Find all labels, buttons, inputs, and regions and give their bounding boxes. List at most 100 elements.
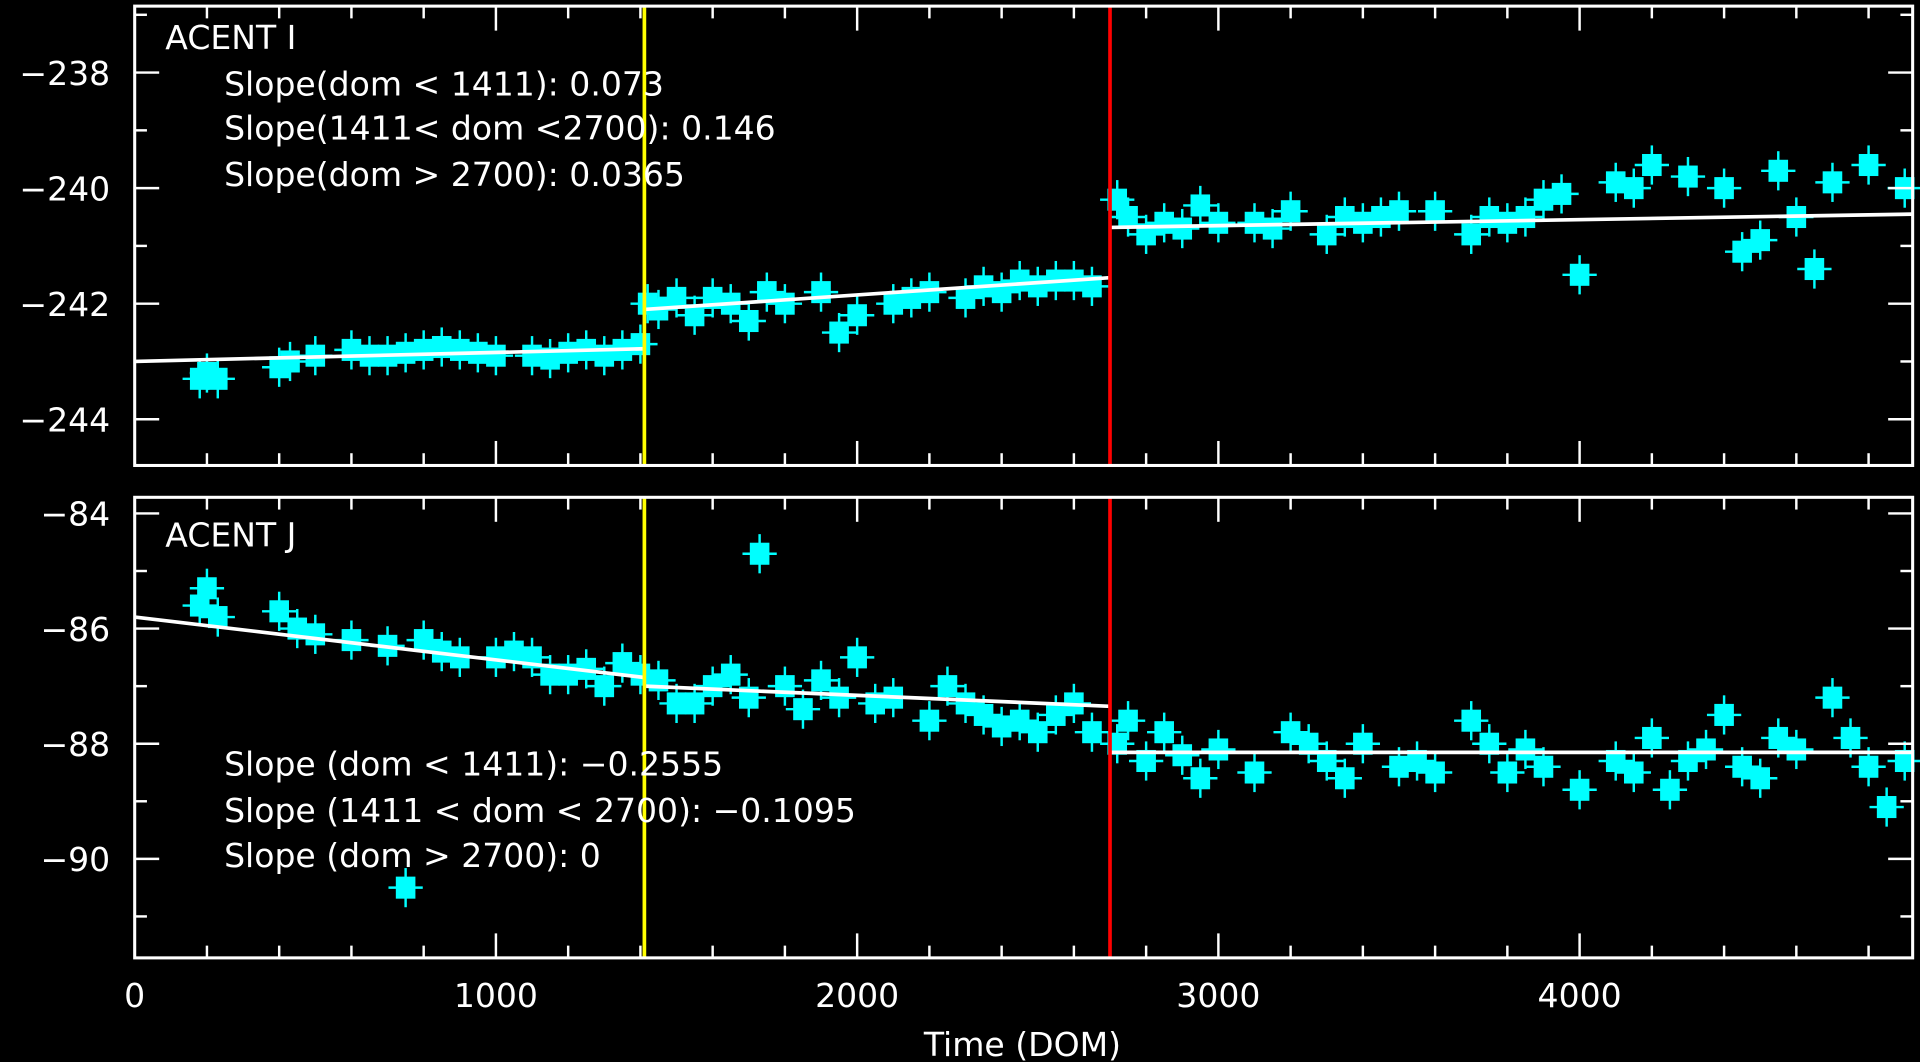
- data-point: [388, 868, 423, 908]
- data-point: [1128, 741, 1164, 781]
- data-point: [1273, 712, 1308, 752]
- data-point: [1706, 168, 1742, 208]
- data-point: [1110, 197, 1146, 237]
- data-point: [677, 683, 712, 724]
- data-point: [695, 666, 730, 706]
- data-point: [1165, 208, 1200, 249]
- data-point: [532, 655, 568, 695]
- data-point: [200, 597, 235, 637]
- plot-frame: [133, 4, 1915, 467]
- data-point: [803, 272, 839, 312]
- data-point: [1020, 712, 1055, 752]
- fit-line: [644, 275, 1111, 312]
- data-point: [1100, 724, 1135, 764]
- data-point: [659, 683, 694, 724]
- data-point: [1616, 752, 1651, 793]
- data-point: [948, 278, 983, 318]
- y-tick-label: −238: [19, 54, 110, 93]
- data-point: [1634, 145, 1669, 185]
- data-point: [1670, 156, 1706, 197]
- y-tick-label: −84: [40, 495, 110, 534]
- slope-annotation: Slope(1411< dom <2700): 0.146: [224, 109, 776, 148]
- data-point: [1381, 191, 1417, 231]
- y-tick-label: −86: [40, 610, 110, 649]
- slope-annotation: Slope (1411 < dom < 2700): −0.1095: [224, 791, 856, 830]
- data-point: [1562, 770, 1597, 810]
- data-point: [1183, 185, 1218, 226]
- data-point: [1309, 214, 1344, 254]
- fit-line: [134, 346, 645, 364]
- fit-line: [644, 684, 1111, 709]
- data-point: [1544, 174, 1579, 214]
- data-point: [731, 301, 766, 341]
- data-point: [1165, 735, 1200, 775]
- y-tick-label: −88: [40, 725, 110, 764]
- data-point: [1761, 718, 1796, 758]
- data-point: [1526, 747, 1561, 787]
- data-point: [803, 660, 839, 700]
- data-point: [1002, 701, 1037, 741]
- data-point: [1815, 678, 1850, 718]
- data-point: [1670, 741, 1706, 781]
- data-point: [1743, 220, 1778, 260]
- data-point: [821, 678, 857, 718]
- data-point: [742, 534, 777, 574]
- slope-annotation: Slope(dom > 2700): 0.0365: [224, 155, 685, 194]
- data-point: [1508, 729, 1543, 770]
- data-point: [1779, 729, 1814, 770]
- y-tick-label: −244: [19, 400, 110, 439]
- panel-title-acent-i: ACENT I: [165, 18, 296, 57]
- panel-title-acent-j: ACENT J: [165, 515, 296, 554]
- data-point: [1147, 712, 1182, 752]
- data-point: [262, 591, 297, 631]
- y-tick-label: −242: [19, 285, 110, 324]
- data-point: [1652, 770, 1688, 810]
- data-point: [785, 689, 821, 729]
- data-point: [1706, 695, 1742, 735]
- x-tick-label: 1000: [454, 976, 538, 1015]
- data-point: [1399, 741, 1435, 781]
- data-point: [1616, 168, 1651, 208]
- data-point: [1183, 758, 1218, 798]
- data-point: [1110, 701, 1146, 741]
- data-point: [677, 295, 712, 335]
- data-point: [1472, 724, 1507, 764]
- data-point: [1201, 203, 1236, 243]
- data-point: [1237, 752, 1272, 793]
- y-tick-label: −90: [40, 840, 110, 879]
- data-point: [551, 333, 586, 373]
- data-point: [1273, 191, 1308, 231]
- plot-frame: [133, 495, 1915, 960]
- fit-line: [134, 615, 645, 680]
- data-point: [1454, 701, 1489, 741]
- data-point: [1327, 758, 1362, 798]
- y-tick-label: −240: [19, 169, 110, 208]
- data-point: [200, 359, 235, 399]
- fit-line: [1109, 212, 1913, 230]
- x-axis-label: Time (DOM): [923, 1025, 1121, 1062]
- data-point: [1508, 197, 1543, 237]
- data-point: [749, 272, 784, 312]
- data-point: [1562, 255, 1597, 295]
- data-point: [1797, 249, 1832, 289]
- slope-annotation: Slope (dom > 2700): 0: [224, 836, 601, 875]
- data-point: [1309, 741, 1344, 781]
- data-point: [1598, 741, 1633, 781]
- data-point: [659, 278, 694, 318]
- data-point: [1201, 729, 1236, 770]
- data-point: [1490, 752, 1525, 793]
- data-point: [1417, 752, 1453, 793]
- data-point: [189, 568, 225, 608]
- data-point: [478, 336, 514, 376]
- data-point: [948, 683, 983, 724]
- data-point: [713, 655, 748, 695]
- data-point: [1851, 747, 1886, 787]
- data-point: [1417, 191, 1453, 231]
- data-point: [1454, 214, 1489, 254]
- data-point: [1128, 214, 1164, 254]
- data-point: [1291, 724, 1326, 764]
- x-tick-label: 2000: [815, 976, 899, 1015]
- data-point: [1887, 741, 1920, 781]
- data-point: [840, 637, 875, 677]
